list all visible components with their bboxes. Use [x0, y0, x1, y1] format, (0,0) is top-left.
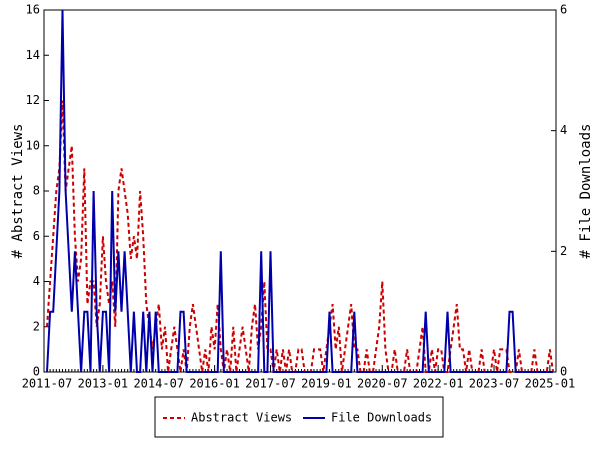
y-tick-label: 10 — [26, 138, 40, 152]
y2-axis-label: # File Downloads — [578, 124, 594, 259]
x-tick-label: 2023-07 — [469, 377, 520, 391]
x-tick-label: 2011-07 — [22, 377, 73, 391]
x-tick-label: 2019-01 — [301, 377, 352, 391]
y-tick-label: 16 — [26, 3, 40, 17]
x-tick-label: 2013-01 — [78, 377, 129, 391]
x-tick-label: 2016-01 — [189, 377, 240, 391]
y2-tick-label: 2 — [560, 244, 567, 258]
x-tick-label: 2020-07 — [357, 377, 408, 391]
x-tick-label: 2014-07 — [133, 377, 184, 391]
y2-tick-label: 0 — [560, 365, 567, 379]
y-tick-label: 0 — [33, 365, 40, 379]
y-tick-label: 4 — [33, 274, 40, 288]
y2-tick-label: 6 — [560, 3, 567, 17]
y2-tick-label: 4 — [560, 123, 567, 137]
x-tick-label: 2025-01 — [525, 377, 576, 391]
legend-label: File Downloads — [331, 411, 432, 425]
y-tick-label: 12 — [26, 93, 40, 107]
y-tick-label: 8 — [33, 184, 40, 198]
y-tick-label: 14 — [26, 48, 40, 62]
x-tick-label: 2022-01 — [413, 377, 464, 391]
legend-label: Abstract Views — [191, 411, 292, 425]
x-tick-label: 2017-07 — [245, 377, 296, 391]
plot-frame — [43, 9, 557, 373]
y-tick-label: 6 — [33, 229, 40, 243]
legend-box — [154, 396, 444, 438]
series-line — [46, 9, 553, 373]
series-line — [46, 100, 554, 373]
y-axis-label: # Abstract Views — [10, 124, 26, 259]
y-tick-label: 2 — [33, 319, 40, 333]
